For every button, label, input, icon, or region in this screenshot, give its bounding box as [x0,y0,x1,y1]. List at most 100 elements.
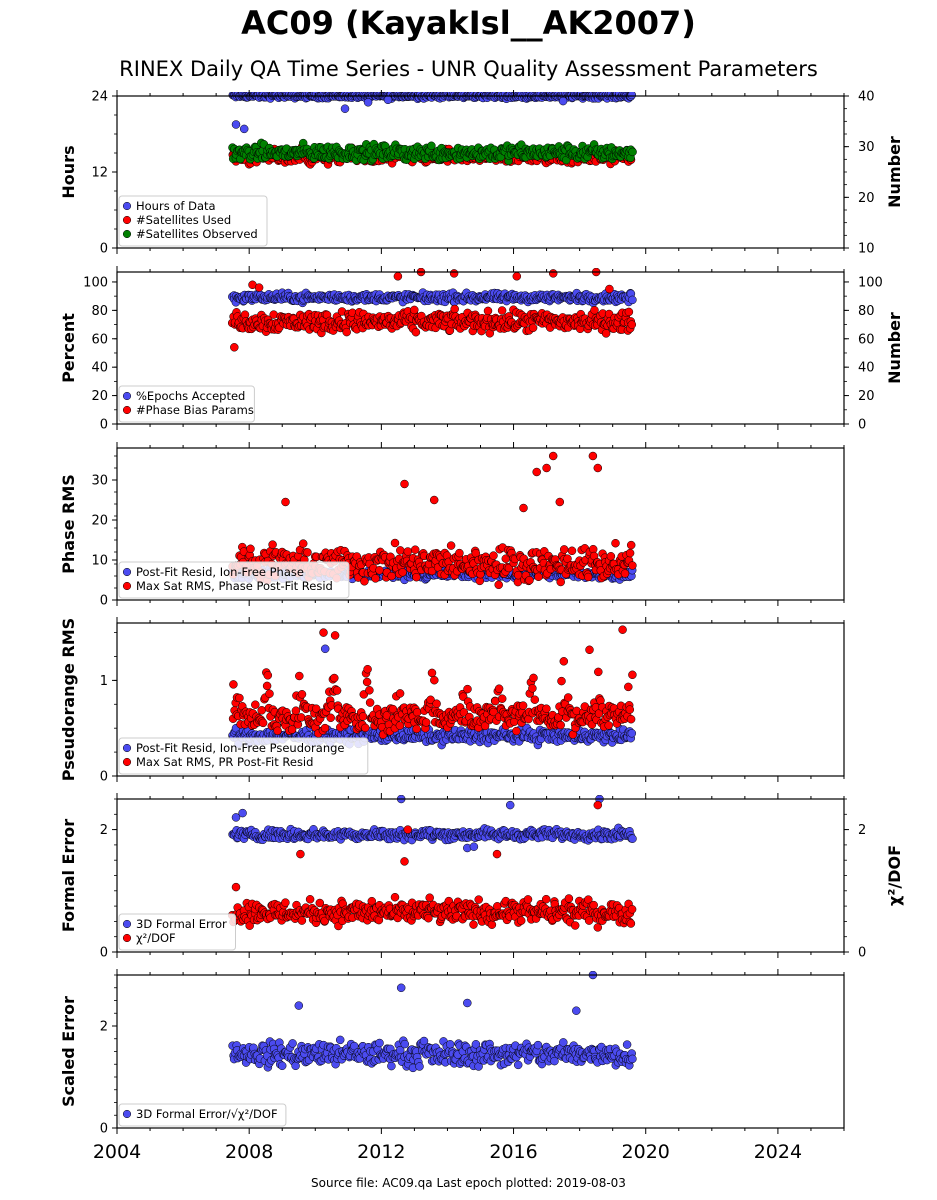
data-point [529,673,538,683]
data-point [320,916,329,926]
legend-label: #Satellites Used [136,213,231,227]
y-tick-label: 12 [91,166,108,181]
data-points [227,268,637,352]
data-point-outlier [231,813,241,822]
data-point [246,544,255,554]
data-point [432,699,441,708]
data-points [228,625,637,750]
data-point-outlier [340,104,350,113]
data-point [624,682,633,692]
legend-marker [122,581,132,591]
data-point [281,898,290,907]
data-point [564,894,574,903]
data-point [611,538,620,548]
data-point [557,676,566,686]
y-tick-label: 40 [91,361,108,376]
data-point [427,141,436,151]
series-blue [228,288,637,308]
data-point [365,698,375,707]
legend-marker [122,215,132,225]
data-point [411,327,421,337]
y-tick-label: 20 [91,514,108,529]
data-point [567,546,577,556]
data-point [363,664,372,674]
data-point [480,721,490,731]
y-tick-label: 0 [100,242,108,257]
data-point [410,545,420,554]
data-point [303,548,312,557]
data-points [227,795,637,932]
data-point [362,677,372,687]
legend-label: Max Sat RMS, Phase Post-Fit Resid [136,579,333,593]
data-point [570,921,580,930]
data-point [528,684,537,693]
legend-label: Hours of Data [136,199,216,213]
data-point [425,893,434,902]
data-point [463,684,472,694]
data-point-outlier [469,842,479,851]
legend-marker [122,743,132,753]
data-point [388,704,398,714]
y-tick-label: 80 [91,304,108,319]
legend-label: #Phase Bias Params [136,403,254,417]
y-tick-label-right: 60 [858,332,875,347]
y-axis-label: Phase RMS [59,474,78,574]
data-point [483,306,493,316]
data-point [489,551,498,560]
series-red [228,625,637,739]
data-point [627,92,637,100]
data-point [410,305,419,315]
data-point [625,548,635,558]
data-point [296,713,306,722]
data-point [626,540,636,550]
data-point [606,552,616,561]
data-point-outlier [319,628,328,637]
data-point [297,916,307,925]
data-point [412,572,421,582]
legend-label: Max Sat RMS, PR Post-Fit Resid [136,755,313,769]
data-point [450,304,459,314]
data-point [375,566,384,575]
series-red [228,451,637,590]
data-point [395,721,405,730]
data-point [489,707,498,717]
panel-2: 020406080100Percent020406080100Number%Ep… [59,266,904,433]
data-points [228,92,637,169]
data-point [628,670,637,680]
y-tick-label: 60 [91,332,108,347]
data-point-outlier [588,451,598,461]
data-point [626,714,636,724]
y-tick-label-right: 0 [858,418,866,433]
data-point-outlier [512,272,522,281]
page-title: AC09 (KayakIsl__AK2007) [241,4,696,42]
legend-label: %Epochs Accepted [136,389,245,403]
legend: Hours of Data#Satellites Used#Satellites… [118,195,268,247]
data-point [528,323,538,333]
data-point [593,923,603,932]
data-point [589,900,598,910]
y-tick-label: 24 [91,90,108,105]
data-point [559,657,569,666]
data-point [494,684,504,693]
legend-marker [122,391,132,401]
legend-marker [122,201,132,211]
data-point [628,561,637,570]
data-point [518,701,528,710]
y-tick-label: 100 [83,275,108,290]
data-point-outlier [558,96,568,106]
legend: Post-Fit Resid, Ion-Free PseudorangeMax … [118,737,369,775]
legend-marker [122,405,132,415]
legend-marker [122,567,132,577]
data-point [332,686,342,695]
legend-label: Post-Fit Resid, Ion-Free Pseudorange [136,741,344,755]
data-point-outlier [254,283,264,292]
y-tick-label-right: 30 [858,140,875,155]
data-point [360,577,369,586]
legend: %Epochs Accepted#Phase Bias Params [118,385,255,423]
data-point [229,680,238,689]
data-point [604,721,613,730]
data-point [263,671,273,680]
